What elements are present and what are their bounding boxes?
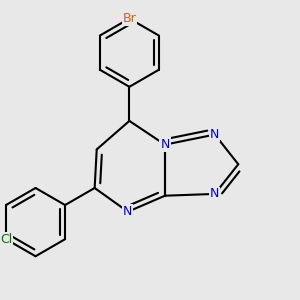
Text: N: N: [210, 188, 220, 200]
Text: N: N: [160, 138, 170, 151]
Text: N: N: [210, 128, 220, 141]
Text: Cl: Cl: [0, 233, 12, 246]
Text: Br: Br: [122, 12, 136, 25]
Text: N: N: [123, 205, 133, 218]
